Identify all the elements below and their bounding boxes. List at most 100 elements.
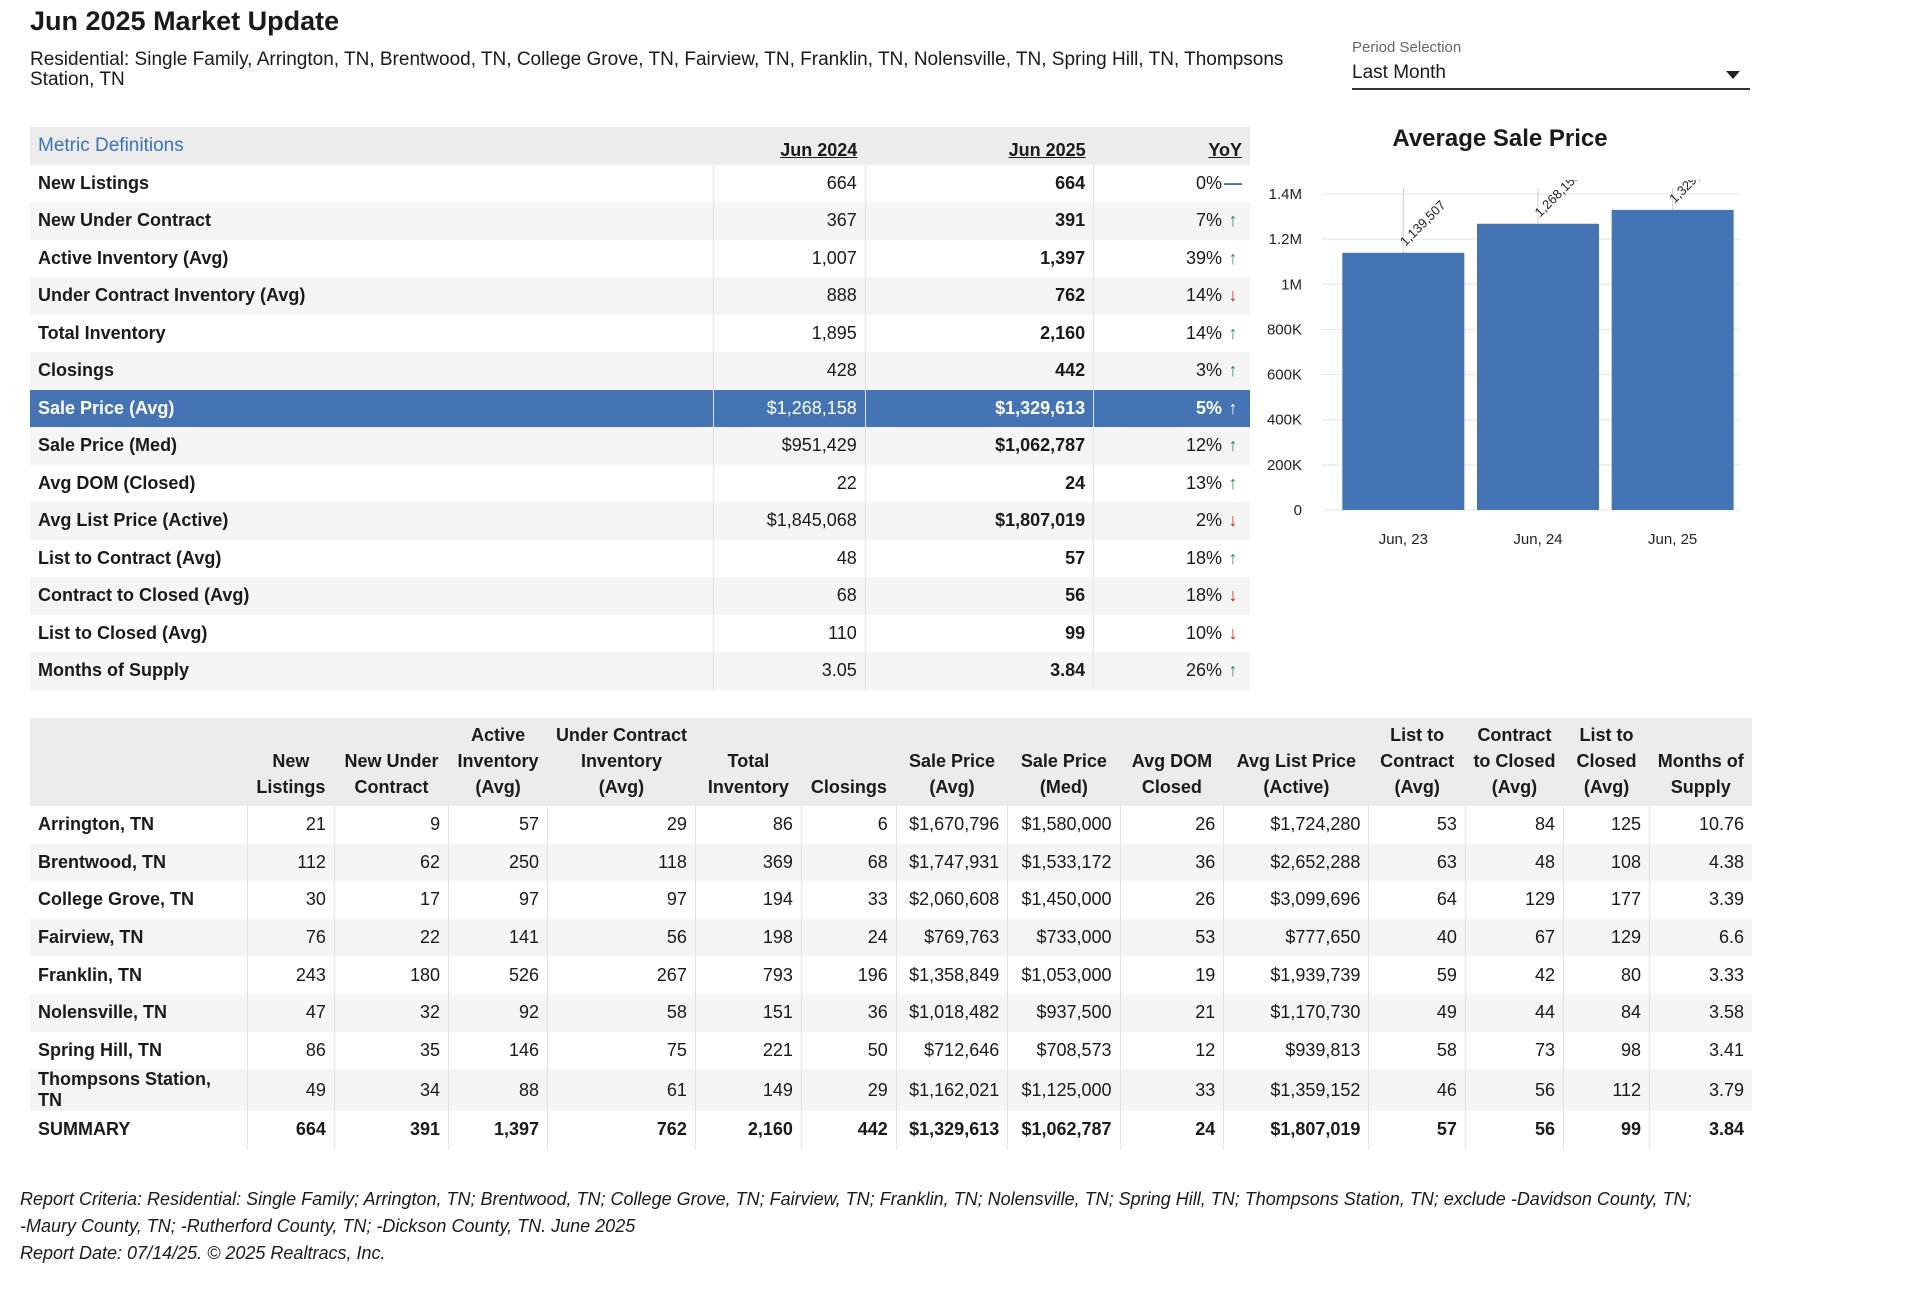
city-cell: 67 [1465, 918, 1565, 957]
report-criteria-line-1: Report Criteria: Residential: Single Fam… [20, 1189, 1692, 1209]
metric-row[interactable]: Total Inventory 1,895 2,160 14% ↑ [30, 314, 1250, 352]
city-cell: 12 [1120, 1031, 1225, 1070]
city-column-header-line: Active [471, 725, 526, 745]
arrow-down-icon: ↓ [1228, 510, 1238, 531]
city-cell: 180 [334, 956, 450, 994]
metric-label: Contract to Closed (Avg) [30, 577, 715, 615]
metric-label: Avg List Price (Active) [30, 502, 715, 540]
city-column-header: Active Inventory (Avg) [448, 718, 548, 806]
city-column-header: List to Closed (Avg) [1563, 718, 1650, 806]
metric-row[interactable]: Sale Price (Med) $951,429 $1,062,787 12% ↑ [30, 427, 1250, 465]
city-cell: $1,358,849 [896, 956, 1009, 994]
y-tick-label: 0 [1294, 502, 1302, 519]
caret-down-icon[interactable] [1726, 71, 1740, 79]
city-column-header: Total Inventory [695, 718, 802, 806]
column-header-jun-2025[interactable]: Jun 2025 [1008, 139, 1086, 160]
column-header-jun-2024[interactable]: Jun 2024 [780, 139, 858, 160]
metric-row[interactable]: List to Closed (Avg) 110 99 10% ↓ [30, 614, 1250, 652]
city-cell: $1,170,730 [1223, 993, 1370, 1032]
city-column-header-line: New [272, 751, 310, 771]
table-row: College Grove, TN 30 17 97 97 194 33 $2,060,608… [30, 881, 1752, 919]
column-header-yoy[interactable]: YoY [1208, 139, 1242, 160]
table-row: Brentwood, TN 112 62 250 118 369 68 $1,747,931 $… [30, 843, 1752, 882]
city-cell: 125 [1563, 806, 1651, 844]
city-column-header: Contract to Closed (Avg) [1465, 718, 1564, 806]
city-cell: $1,533,172 [1007, 843, 1121, 882]
city-cell: 62 [334, 843, 450, 882]
city-cell: 3.39 [1708, 889, 1744, 910]
city-column-header-line [806, 748, 891, 774]
city-cell: 49 [1368, 993, 1466, 1032]
city-cell: $1,670,796 [896, 806, 1009, 844]
city-column-header-line: (Avg) [598, 777, 645, 797]
city-cell: 56 [1465, 1069, 1565, 1112]
city-cell: 46 [1368, 1069, 1466, 1112]
metric-yoy: 2% ↓ [1093, 502, 1250, 540]
metric-value-jun-2025: 391 [865, 202, 1095, 240]
metric-value-jun-2025: 56 [865, 577, 1095, 615]
metric-row[interactable]: New Under Contract 367 391 7% ↑ [30, 202, 1250, 240]
metric-row[interactable]: Contract to Closed (Avg) 68 56 18% ↓ [30, 577, 1250, 615]
metric-value-jun-2025: $1,329,613 [865, 389, 1095, 427]
city-cell: 30 [247, 881, 335, 919]
metric-row[interactable]: List to Contract (Avg) 48 57 18% ↑ [30, 539, 1250, 578]
metric-row[interactable]: Closings 428 442 3% ↑ [30, 352, 1250, 390]
city-cell: 6 [801, 806, 897, 844]
metric-row[interactable]: New Listings 664 664 0% — [30, 164, 1250, 202]
bar[interactable] [1342, 252, 1465, 510]
city-cell: 118 [547, 843, 696, 882]
metric-row[interactable]: Sale Price (Avg) $1,268,158 $1,329,613 5% ↑ [30, 389, 1250, 427]
city-cell: $1,450,000 [1007, 881, 1121, 919]
city-cell: 6.6 [1649, 918, 1752, 957]
city-cell: 3.79 [1649, 1069, 1752, 1112]
period-select[interactable]: Last Month [1352, 60, 1750, 90]
city-cell: $3,099,696 [1223, 881, 1370, 919]
metric-row[interactable]: Under Contract Inventory (Avg) 888 762 14% ↓ [30, 277, 1250, 315]
city-cell: 1,397 [448, 1111, 549, 1149]
city-cell: 33 [801, 881, 897, 919]
metric-label: Sale Price (Avg) [30, 389, 715, 427]
period-selection-label: Period Selection [1352, 39, 1462, 56]
city-column-header: Months of Supply [1649, 718, 1752, 806]
city-cell: $769,763 [896, 918, 1009, 957]
city-cell: 21 [247, 806, 335, 844]
bar[interactable] [1477, 223, 1599, 511]
metric-yoy: 18% ↑ [1094, 540, 1250, 578]
bar[interactable] [1611, 209, 1734, 510]
metric-yoy: 18% ↓ [1093, 577, 1250, 615]
city-cell: 84 [1563, 993, 1651, 1032]
city-cell: 177 [1563, 881, 1651, 919]
city-cell: 47 [247, 993, 335, 1032]
city-cell: $1,329,613 [896, 1111, 1009, 1149]
page-subtitle: Residential: Single Family, Arrington, T… [30, 49, 1284, 90]
metric-row[interactable]: Avg DOM (Closed) 22 24 13% ↑ [30, 464, 1250, 502]
metric-value-jun-2024: 110 [713, 614, 866, 652]
city-cell: 17 [334, 881, 450, 919]
city-cell: $1,580,000 [1007, 806, 1121, 844]
metric-row[interactable]: Months of Supply 3.05 3.84 26% ↑ [30, 652, 1250, 690]
metric-row[interactable]: Avg List Price (Active) $1,845,068 $1,807,… [30, 502, 1250, 540]
city-cell: 58 [1368, 1031, 1466, 1070]
metric-value-jun-2024: $951,429 [713, 427, 866, 465]
metric-yoy-value: 10% [1185, 622, 1222, 643]
city-cell: 4.38 [1649, 843, 1752, 882]
city-cell: 3.84 [1708, 1119, 1744, 1140]
metric-definitions-link[interactable]: Metric Definitions [30, 127, 714, 165]
city-cell: $937,500 [1007, 993, 1121, 1032]
dash-icon: — [1224, 172, 1242, 193]
city-column-header-line: Avg DOM [1131, 751, 1213, 771]
metric-row[interactable]: Active Inventory (Avg) 1,007 1,397 39% ↑ [30, 239, 1250, 277]
metric-value-jun-2025: 24 [865, 464, 1095, 502]
city-cell: 97 [448, 881, 549, 919]
city-cell: 63 [1368, 843, 1466, 882]
city-cell: 129 [1465, 881, 1565, 919]
summary-row: SUMMARY 664 391 1,397 762 2,160 442 $1,329,613 $… [30, 1111, 1752, 1149]
chart-title: Average Sale Price [1392, 125, 1608, 152]
city-cell: 3.58 [1649, 993, 1752, 1032]
city-cell: 40 [1368, 918, 1466, 957]
table-row: Arrington, TN 21 9 57 29 86 6 $1,670,796 $1,580,… [30, 806, 1752, 844]
metric-yoy: 26% ↑ [1093, 652, 1250, 690]
metric-label: Active Inventory (Avg) [30, 239, 715, 277]
metric-yoy-value: 0% [1195, 172, 1222, 193]
arrow-up-icon: ↑ [1228, 397, 1238, 418]
